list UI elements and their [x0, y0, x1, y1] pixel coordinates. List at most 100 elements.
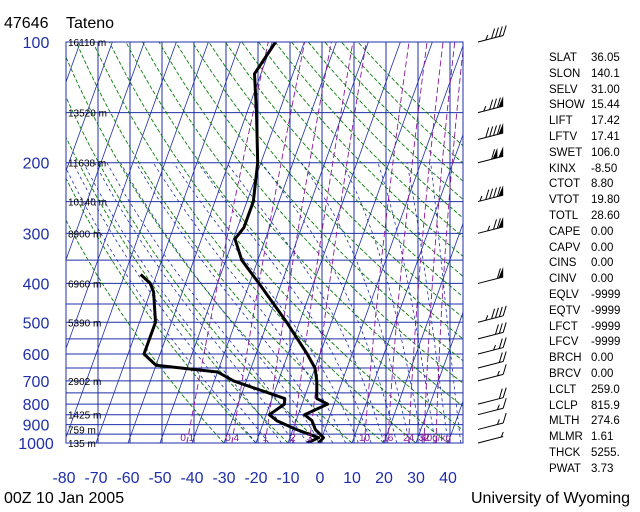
index-row-totl: TOTL 28.60 — [549, 209, 631, 225]
pressure-tick-label: 400 — [23, 276, 50, 293]
index-value: 31.00 — [591, 83, 620, 96]
height-label: 13520 m — [68, 109, 107, 120]
index-value: 17.42 — [591, 115, 620, 128]
wind-barb — [477, 322, 507, 340]
height-label: 759 m — [68, 425, 96, 436]
isotherm — [66, 42, 113, 172]
index-row-eqtv: EQTV -9999 — [549, 304, 631, 320]
height-label: 1425 m — [68, 411, 101, 422]
index-value: 0.00 — [591, 257, 614, 270]
temperature-trace — [233, 42, 330, 443]
index-key: SLAT — [549, 52, 577, 64]
temperature-tick-label: -80 — [52, 470, 75, 487]
pressure-tick-label: 1000 — [18, 436, 54, 453]
moist-adiabat — [66, 167, 257, 443]
isotherm — [415, 311, 463, 443]
temperature-tick-label: 20 — [375, 470, 393, 487]
index-key: LFCT — [549, 320, 578, 333]
index-row-ctot: CTOT 8.80 — [549, 177, 631, 193]
plot-area — [66, 42, 463, 443]
temperature-tick-label: -10 — [276, 470, 299, 487]
index-value: 106.0 — [591, 146, 620, 159]
index-value: 5255. — [591, 446, 620, 459]
mixing-ratio-label: 32 — [418, 433, 430, 444]
mixing-ratio-line — [309, 42, 367, 443]
index-row-pwat: PWAT 3.73 — [549, 462, 631, 478]
wind-barb — [477, 216, 504, 234]
mixing-ratio-line — [231, 42, 306, 443]
mixing-ratio-label: 16 — [382, 433, 394, 444]
index-value: 0.00 — [591, 273, 614, 286]
index-row-lift: LIFT 17.42 — [549, 114, 631, 130]
index-key: CTOT — [549, 178, 581, 191]
temperature-tick-label: -40 — [180, 470, 203, 487]
index-key: SLON — [549, 67, 581, 80]
moist-adiabat — [197, 162, 372, 443]
index-key: CAPE — [549, 225, 581, 238]
pressure-tick-label: 100 — [23, 35, 50, 52]
height-label: 2902 m — [68, 377, 101, 388]
dry-adiabat — [92, 42, 417, 443]
index-row-lfcv: LFCV -9999 — [549, 335, 631, 351]
index-row-eqlv: EQLV -9999 — [549, 288, 631, 304]
moist-adiabat — [106, 162, 308, 443]
wind-barb — [477, 398, 507, 416]
index-value: 815.9 — [591, 399, 620, 412]
dry-adiabat — [224, 42, 463, 298]
station-name: Tateno — [66, 15, 115, 32]
index-row-show: SHOW 15.44 — [549, 98, 631, 114]
pressure-tick-label: 900 — [23, 418, 50, 435]
height-label: 6960 m — [68, 279, 101, 290]
wind-barb — [477, 146, 504, 164]
index-key: LFCV — [549, 336, 579, 349]
dry-adiabat — [175, 42, 463, 362]
index-key: PWAT — [549, 462, 581, 475]
index-value: 17.41 — [591, 130, 620, 143]
isotherm — [66, 42, 177, 350]
index-value: 140.1 — [591, 67, 620, 80]
mixing-ratio-line — [435, 46, 463, 443]
dry-adiabat — [241, 42, 463, 277]
height-label: 10140 m — [68, 198, 107, 209]
moist-adiabat — [341, 162, 423, 443]
dry-adiabat — [66, 136, 289, 443]
index-key: SWET — [549, 146, 583, 159]
index-value: -9999 — [591, 288, 621, 301]
index-value: 15.44 — [591, 99, 620, 112]
index-key: THCK — [549, 446, 581, 459]
index-key: LFTV — [549, 130, 578, 143]
wind-barb — [477, 122, 504, 140]
mixing-ratio-label: 1 — [263, 433, 269, 444]
mixing-ratio-line — [264, 42, 332, 443]
index-value: 0.00 — [591, 241, 614, 254]
index-value: -9999 — [591, 304, 621, 317]
mixing-ratio-label: 0.1 — [180, 433, 194, 444]
height-label: 8900 m — [68, 229, 101, 240]
mixing-ratio-line — [387, 42, 428, 443]
isotherm — [255, 42, 401, 443]
temperature-tick-label: -70 — [84, 470, 107, 487]
height-label: 16110 m — [68, 38, 106, 49]
index-value: 0.00 — [591, 225, 614, 238]
mixing-ratio-line — [423, 42, 456, 443]
height-label: 135 m — [68, 439, 96, 450]
index-key: CAPV — [549, 241, 581, 254]
pressure-tick-label: 600 — [23, 347, 50, 364]
mixing-ratio-label: 2 — [290, 433, 296, 444]
dry-adiabat — [191, 42, 463, 340]
mixing-ratio-line — [363, 42, 410, 443]
wind-barb — [477, 305, 507, 323]
pressure-tick-label: 800 — [23, 397, 50, 414]
moist-adiabat — [83, 162, 282, 443]
index-key: EQTV — [549, 304, 581, 317]
mixing-ratio-line — [408, 42, 444, 443]
wind-barb — [477, 387, 507, 405]
wind-barb — [477, 364, 507, 382]
isotherm — [127, 42, 273, 443]
index-key: MLTH — [549, 415, 580, 428]
index-value: -9999 — [591, 336, 621, 349]
isotherm — [159, 42, 305, 443]
pressure-tick-label: 700 — [23, 374, 50, 391]
wind-barb — [477, 337, 507, 355]
